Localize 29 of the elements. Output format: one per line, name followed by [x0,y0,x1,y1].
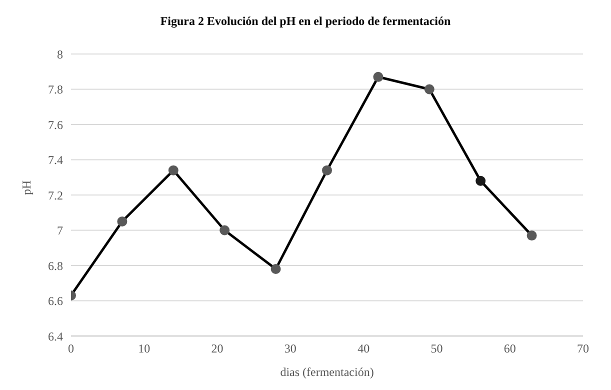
y-tick-label: 7.8 [48,82,63,97]
y-tick-label: 7.4 [48,153,63,168]
point [117,216,128,226]
y-tick-label: 7.6 [48,118,63,132]
point [220,225,230,236]
y-tick-label: 7.2 [48,188,63,202]
point [322,165,332,176]
point [424,84,434,94]
x-tick-label: 50 [430,342,443,356]
point [168,165,178,176]
y-tick-label: 6.8 [48,258,63,273]
x-tick-label: 20 [211,342,224,356]
point [526,230,537,241]
x-tick-label: 70 [577,342,589,356]
x-tick-label: 10 [138,342,150,356]
chart-title: Figura 2 Evolución del pH en el periodo de fermentación [159,13,452,30]
point [270,264,281,274]
x-tick-label: 60 [504,342,516,356]
point [373,72,384,82]
y-tick-label: 8 [57,47,63,62]
y-axis-title: pH [19,180,34,195]
y-tick-label: 6.4 [48,329,63,344]
x-tick-label: 30 [284,342,296,356]
x-tick-label: 0 [68,342,74,356]
y-tick-label: 6.6 [48,294,63,308]
x-axis-title: dias (fermentación) [280,365,374,379]
point [476,176,486,186]
x-tick-label: 40 [358,342,370,356]
y-tick-label: 7 [57,224,63,238]
